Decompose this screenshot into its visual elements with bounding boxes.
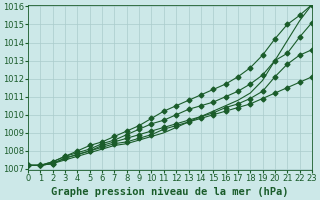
X-axis label: Graphe pression niveau de la mer (hPa): Graphe pression niveau de la mer (hPa): [51, 187, 289, 197]
